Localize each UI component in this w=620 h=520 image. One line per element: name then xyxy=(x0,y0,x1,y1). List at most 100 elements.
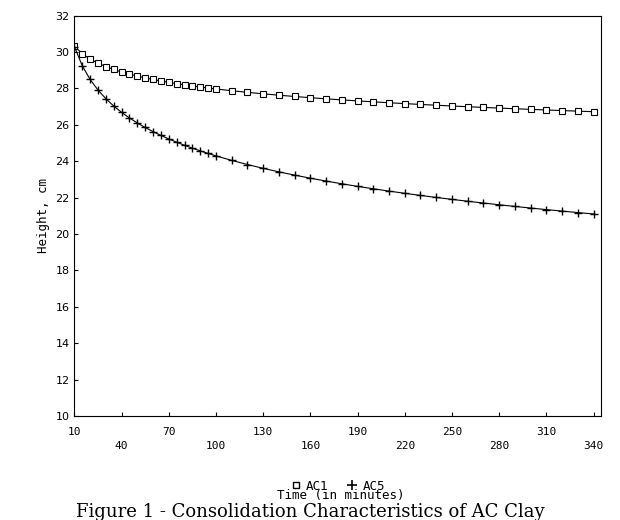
AC5 xyxy=(464,198,471,204)
AC1 xyxy=(102,63,110,70)
AC1 xyxy=(165,79,172,85)
AC5 xyxy=(79,63,86,69)
AC5 xyxy=(173,139,180,145)
Text: 310: 310 xyxy=(536,427,557,437)
Text: 220: 220 xyxy=(395,441,415,451)
Text: 340: 340 xyxy=(583,441,604,451)
AC1 xyxy=(480,105,487,111)
Text: 70: 70 xyxy=(162,427,175,437)
AC5 xyxy=(511,203,518,210)
AC5 xyxy=(322,178,330,184)
AC5 xyxy=(157,132,165,138)
AC1 xyxy=(559,108,566,114)
AC5 xyxy=(126,115,133,121)
AC5 xyxy=(275,168,283,175)
AC1 xyxy=(338,97,345,103)
AC5 xyxy=(590,211,597,217)
AC5 xyxy=(480,200,487,206)
AC5 xyxy=(188,145,196,151)
AC5 xyxy=(307,175,314,181)
Y-axis label: Height, cm: Height, cm xyxy=(37,178,50,253)
AC5 xyxy=(94,87,102,93)
AC5 xyxy=(291,172,298,178)
AC5 xyxy=(495,202,503,208)
AC5 xyxy=(165,136,172,142)
Text: 130: 130 xyxy=(253,427,273,437)
AC1 xyxy=(291,94,298,100)
AC1 xyxy=(511,106,518,112)
AC1 xyxy=(259,90,267,97)
AC5 xyxy=(212,153,219,159)
AC1 xyxy=(188,83,196,89)
AC5 xyxy=(527,205,534,211)
AC1 xyxy=(126,71,133,77)
AC1 xyxy=(542,107,550,113)
Line: AC5: AC5 xyxy=(70,42,598,218)
AC5 xyxy=(259,165,267,172)
Text: Time (in minutes): Time (in minutes) xyxy=(277,489,405,502)
AC5 xyxy=(205,150,212,157)
AC1 xyxy=(322,96,330,102)
AC1 xyxy=(385,100,392,106)
Legend: AC1, AC5: AC1, AC5 xyxy=(286,475,390,498)
AC5 xyxy=(244,161,251,167)
AC1 xyxy=(141,75,149,81)
AC5 xyxy=(141,124,149,131)
AC1 xyxy=(205,85,212,91)
AC1 xyxy=(275,92,283,98)
Text: 40: 40 xyxy=(115,441,128,451)
Text: 160: 160 xyxy=(300,441,321,451)
AC5 xyxy=(102,96,110,102)
AC5 xyxy=(417,192,424,199)
AC1 xyxy=(228,87,236,94)
AC1 xyxy=(448,103,456,109)
AC1 xyxy=(181,82,188,88)
Line: AC1: AC1 xyxy=(72,43,596,114)
AC1 xyxy=(354,98,361,104)
AC1 xyxy=(149,76,157,83)
AC5 xyxy=(542,206,550,213)
AC1 xyxy=(244,89,251,96)
AC5 xyxy=(448,196,456,202)
Text: 10: 10 xyxy=(68,427,81,437)
AC5 xyxy=(228,157,236,163)
AC1 xyxy=(212,86,219,92)
AC5 xyxy=(71,44,78,50)
AC1 xyxy=(118,69,125,75)
AC1 xyxy=(433,102,440,108)
Text: 250: 250 xyxy=(442,427,462,437)
AC1 xyxy=(401,100,409,107)
AC5 xyxy=(559,208,566,214)
AC5 xyxy=(385,188,392,194)
AC1 xyxy=(590,109,597,115)
AC5 xyxy=(110,103,117,109)
AC1 xyxy=(464,103,471,110)
Text: 280: 280 xyxy=(489,441,509,451)
AC5 xyxy=(574,210,582,216)
AC1 xyxy=(495,105,503,111)
AC1 xyxy=(133,73,141,79)
AC5 xyxy=(354,183,361,189)
AC1 xyxy=(173,81,180,87)
Text: Figure 1 - Consolidation Characteristics of AC Clay: Figure 1 - Consolidation Characteristics… xyxy=(76,503,544,520)
AC1 xyxy=(79,50,86,57)
AC5 xyxy=(433,194,440,201)
AC1 xyxy=(110,67,117,73)
AC1 xyxy=(94,60,102,67)
AC5 xyxy=(149,128,157,135)
Text: 190: 190 xyxy=(347,427,368,437)
AC5 xyxy=(118,109,125,115)
AC1 xyxy=(417,101,424,108)
AC5 xyxy=(181,142,188,148)
AC5 xyxy=(197,148,204,154)
AC1 xyxy=(527,106,534,112)
AC5 xyxy=(370,186,377,192)
AC5 xyxy=(338,180,345,187)
AC1 xyxy=(574,108,582,114)
AC5 xyxy=(401,190,409,197)
AC1 xyxy=(71,43,78,49)
AC5 xyxy=(133,120,141,126)
Text: 100: 100 xyxy=(206,441,226,451)
AC1 xyxy=(197,84,204,90)
AC1 xyxy=(86,56,94,62)
